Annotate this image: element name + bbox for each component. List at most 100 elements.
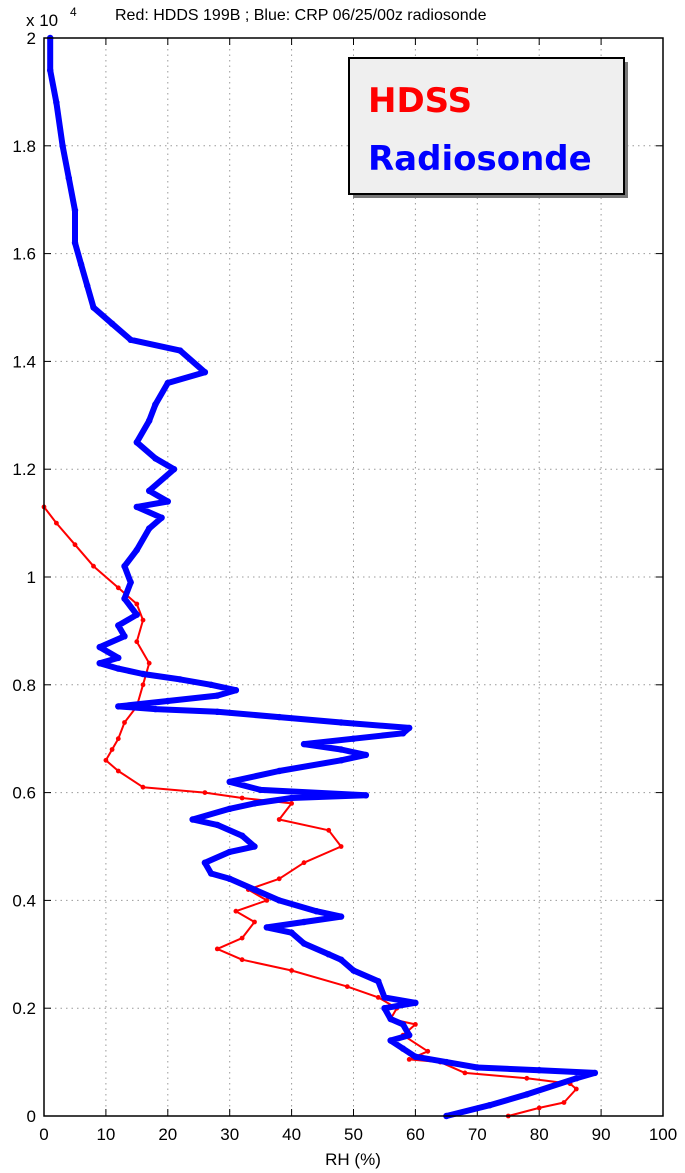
y-tick-label: 0.2 — [12, 999, 36, 1018]
data-point-radiosonde — [77, 261, 85, 268]
data-point-radiosonde — [84, 282, 91, 290]
data-point-hdss — [326, 827, 332, 833]
data-point-radiosonde — [313, 908, 320, 915]
legend-entry-radiosonde: Radiosonde — [368, 139, 592, 179]
data-point-hdss — [276, 876, 282, 882]
data-point-radiosonde — [337, 746, 345, 753]
data-point-radiosonde — [152, 455, 159, 462]
y-tick-label: 0 — [27, 1107, 36, 1126]
data-point-hdss — [122, 720, 127, 725]
data-point-hdss — [115, 736, 121, 742]
data-point-hdss — [573, 1086, 579, 1092]
y-tick-label: 1.8 — [12, 137, 36, 156]
data-point-radiosonde — [412, 999, 419, 1006]
x-tick-label: 30 — [220, 1125, 239, 1144]
y-tick-label: 1.2 — [12, 460, 36, 479]
data-point-radiosonde — [251, 843, 258, 850]
data-point-radiosonde — [226, 848, 233, 856]
y-tick-label: 0.4 — [12, 891, 36, 910]
data-point-radiosonde — [226, 805, 233, 812]
y-tick-label: 0.6 — [12, 784, 36, 803]
data-point-radiosonde — [337, 913, 345, 920]
data-point-hdss — [239, 795, 245, 801]
y-exponent-base: x 10 — [26, 11, 58, 30]
data-point-radiosonde — [201, 369, 209, 376]
data-point-hdss — [252, 919, 257, 925]
data-point-radiosonde — [399, 730, 407, 737]
data-point-hdss — [406, 1057, 412, 1062]
data-point-radiosonde — [232, 687, 240, 694]
data-point-radiosonde — [158, 514, 165, 521]
plot-area — [41, 34, 664, 1120]
data-point-radiosonde — [406, 724, 413, 732]
data-point-radiosonde — [152, 401, 159, 408]
data-point-radiosonde — [238, 832, 246, 839]
data-point-hdss — [239, 935, 245, 941]
data-point-hdss — [536, 1105, 542, 1111]
data-point-hdss — [140, 784, 146, 790]
data-point-radiosonde — [201, 859, 209, 866]
data-point-radiosonde — [71, 239, 79, 246]
x-tick-label: 70 — [468, 1125, 487, 1144]
data-point-radiosonde — [71, 207, 79, 214]
data-point-hdss — [462, 1070, 468, 1076]
data-point-radiosonde — [251, 886, 258, 893]
axis-ticks — [43, 37, 664, 1117]
data-point-radiosonde — [65, 174, 73, 182]
data-point-radiosonde — [133, 503, 140, 511]
x-tick-labels: 0 10 20 30 40 50 60 70 80 90 100 — [39, 1125, 677, 1144]
data-point-radiosonde — [115, 654, 122, 662]
data-point-hdss — [524, 1075, 530, 1081]
x-tick-label: 80 — [530, 1125, 549, 1144]
data-point-hdss — [103, 757, 109, 763]
data-point-hdss — [109, 747, 115, 752]
data-point-radiosonde — [399, 1021, 407, 1028]
data-point-radiosonde — [536, 1067, 543, 1074]
data-point-radiosonde — [214, 821, 221, 829]
x-tick-label: 100 — [649, 1125, 677, 1144]
data-point-radiosonde — [387, 1037, 394, 1044]
data-point-radiosonde — [486, 1102, 493, 1109]
y-exponent-power: 4 — [70, 5, 77, 19]
legend: HDSS Radiosonde — [348, 57, 628, 198]
data-point-hdss — [289, 801, 294, 806]
data-point-radiosonde — [337, 956, 345, 963]
data-point-radiosonde — [53, 99, 60, 106]
data-point-radiosonde — [381, 994, 388, 1001]
data-point-hdss — [115, 585, 121, 591]
data-point-radiosonde — [288, 794, 295, 802]
data-point-hdss — [338, 844, 344, 849]
x-tick-label: 60 — [406, 1125, 425, 1144]
data-point-radiosonde — [96, 643, 103, 651]
data-point-hdss — [276, 817, 282, 822]
data-point-radiosonde — [226, 778, 233, 785]
data-point-hdss — [425, 1048, 431, 1054]
data-point-radiosonde — [108, 320, 116, 327]
x-tick-label: 90 — [592, 1125, 611, 1144]
data-point-radiosonde — [573, 1075, 580, 1082]
data-point-radiosonde — [207, 681, 215, 688]
data-point-radiosonde — [121, 633, 128, 640]
legend-box — [348, 57, 625, 195]
data-point-radiosonde — [276, 767, 283, 775]
data-point-hdss — [140, 682, 146, 688]
series-radiosonde — [47, 34, 599, 1120]
data-point-radiosonde — [121, 563, 128, 570]
y-tick-label: 1 — [27, 568, 36, 587]
data-point-hdss — [233, 908, 239, 914]
x-tick-label: 0 — [39, 1125, 48, 1144]
data-point-radiosonde — [133, 546, 140, 554]
data-point-radiosonde — [523, 1091, 530, 1098]
data-point-radiosonde — [127, 579, 134, 586]
data-point-hdss — [561, 1100, 567, 1105]
data-point-radiosonde — [47, 67, 54, 74]
data-point-radiosonde — [362, 751, 370, 759]
data-point-hdss — [413, 1022, 418, 1027]
data-point-hdss — [115, 768, 121, 774]
data-point-radiosonde — [133, 611, 140, 618]
data-point-radiosonde — [146, 417, 153, 424]
data-point-radiosonde — [170, 466, 178, 473]
data-point-radiosonde — [59, 142, 66, 149]
data-point-radiosonde — [288, 929, 295, 936]
data-point-radiosonde — [381, 1005, 388, 1012]
